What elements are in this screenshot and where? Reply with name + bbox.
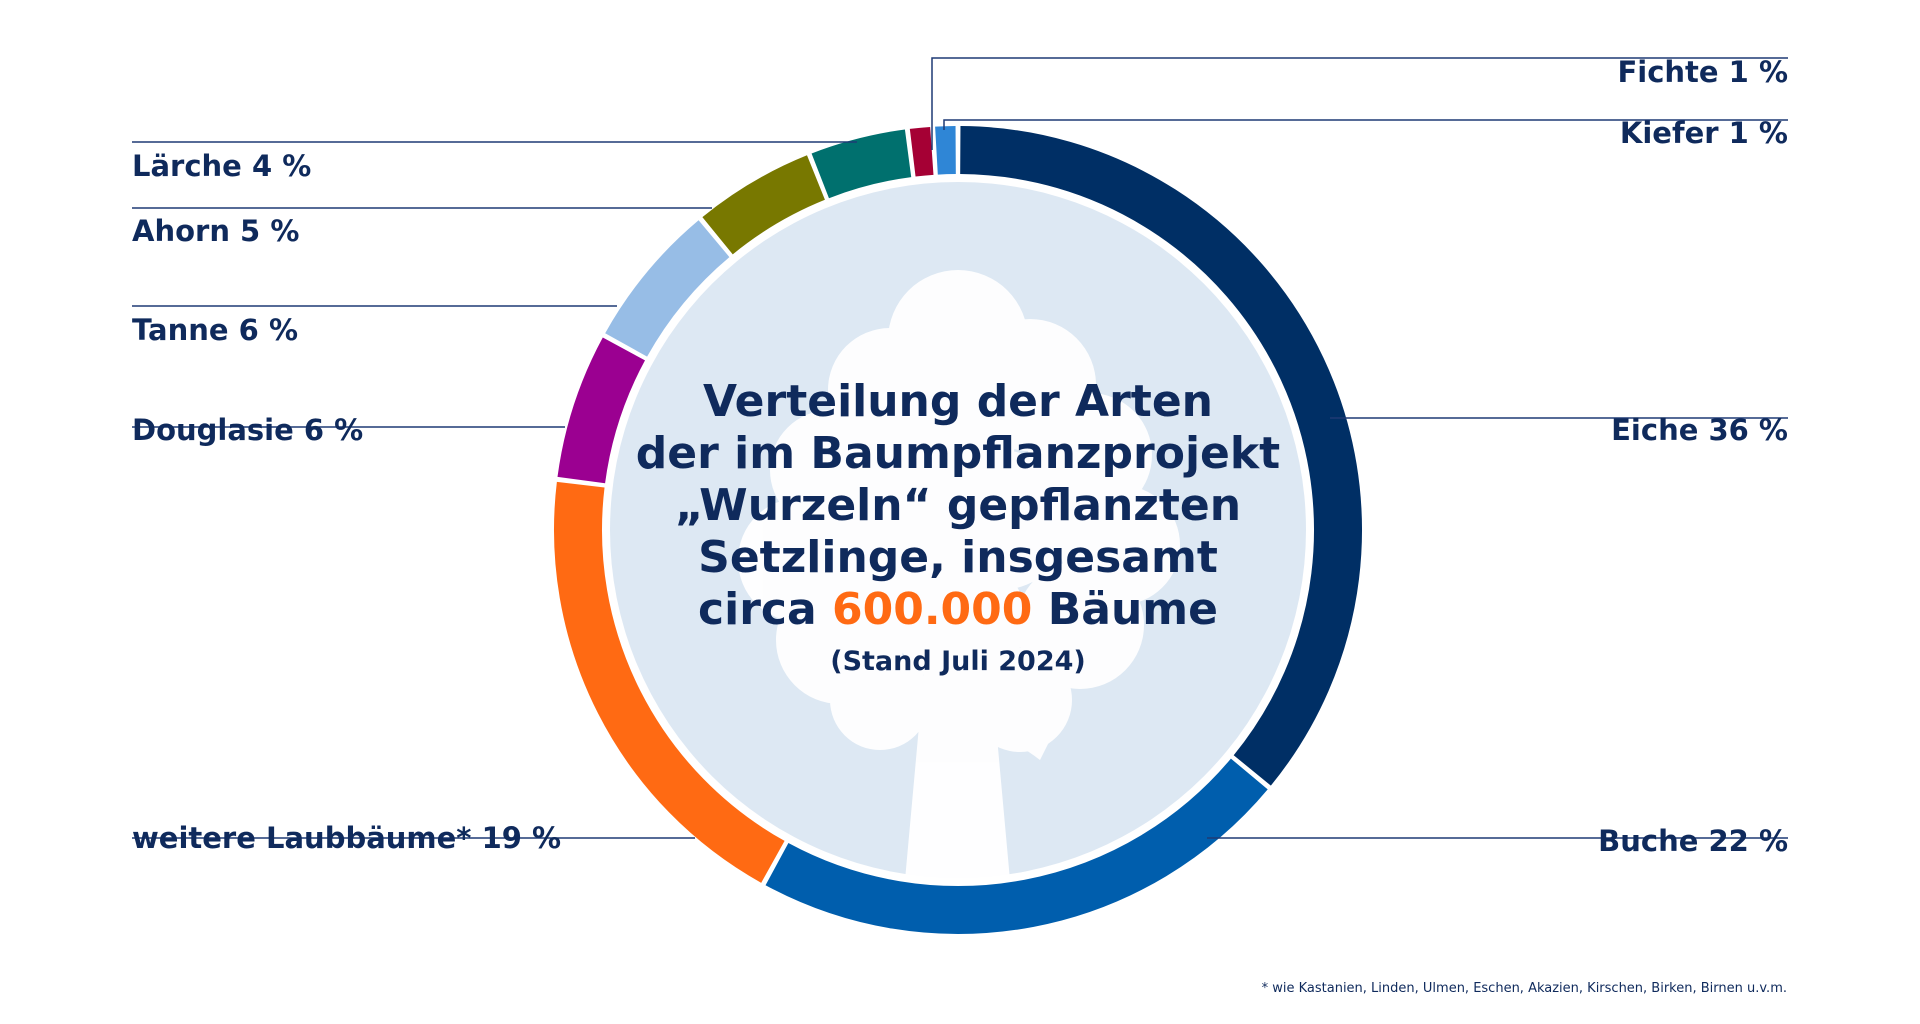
center-title-prefix: circa <box>698 584 832 635</box>
label-kiefer: Kiefer 1 % <box>1620 116 1788 150</box>
slice-laerche <box>811 129 912 199</box>
slice-buche <box>765 758 1268 934</box>
slice-fichte <box>909 126 934 177</box>
leader-group <box>132 57 1788 839</box>
center-subtitle: (Stand Juli 2024) <box>830 646 1086 677</box>
center-group <box>610 182 1306 880</box>
slice-weitere-laubbaeume <box>554 481 785 883</box>
center-title-line-4: Setzlinge, insgesamt <box>698 532 1218 583</box>
label-buche: Buche 22 % <box>1598 824 1788 858</box>
center-title-line-2: der im Baumpflanzprojekt <box>636 428 1280 479</box>
label-douglasie: Douglasie 6 % <box>132 413 363 447</box>
slice-kiefer <box>935 126 956 175</box>
leader-line-kiefer <box>943 119 1788 130</box>
slice-ahorn <box>702 155 826 255</box>
label-tanne: Tanne 6 % <box>132 313 298 347</box>
label-group: Eiche 36 % Buche 22 % weitere Laubbäume* 1… <box>132 55 1788 858</box>
slice-douglasie <box>557 337 646 484</box>
slice-eiche <box>960 126 1362 786</box>
slice-tanne <box>605 220 730 357</box>
label-fichte: Fichte 1 % <box>1617 55 1788 89</box>
center-title-line-1: Verteilung der Arten <box>703 376 1213 427</box>
tree-silhouette-icon <box>738 270 1180 880</box>
footnote: * wie Kastanien, Linden, Ulmen, Eschen, … <box>1262 981 1787 996</box>
label-laerche: Lärche 4 % <box>132 149 311 183</box>
label-eiche: Eiche 36 % <box>1611 413 1788 447</box>
center-title-highlight: 600.000 <box>832 584 1032 635</box>
label-ahorn: Ahorn 5 % <box>132 214 299 248</box>
center-title-line-5: circa 600.000 Bäume <box>698 584 1218 635</box>
slice-group <box>554 126 1362 934</box>
center-title-line-3: „Wurzeln“ gepflanzten <box>675 480 1241 531</box>
leader-line-fichte <box>931 57 1788 150</box>
label-weitere-laubbaeume: weitere Laubbäume* 19 % <box>132 821 561 855</box>
center-title-suffix: Bäume <box>1032 584 1218 635</box>
